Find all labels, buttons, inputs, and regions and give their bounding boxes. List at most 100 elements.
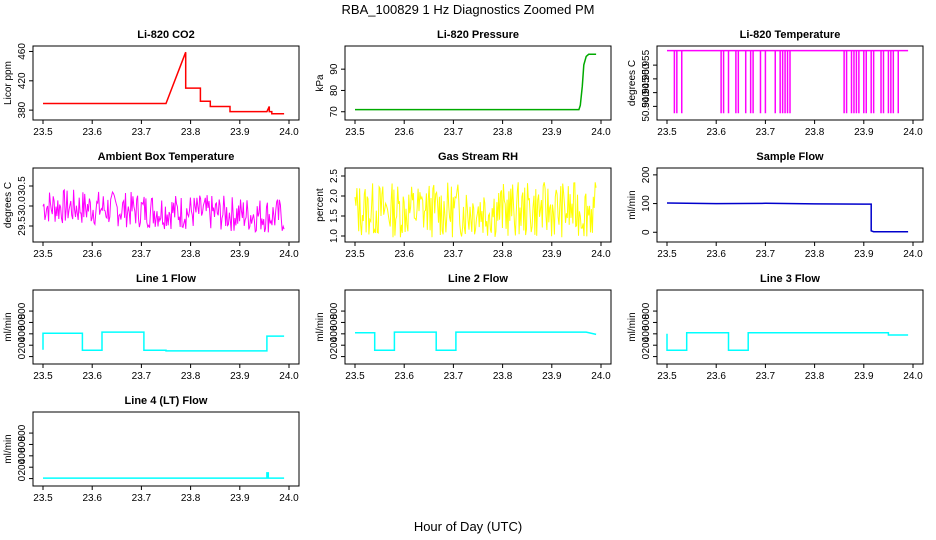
x-tick-label: 24.0	[591, 371, 611, 382]
series-line	[666, 202, 909, 233]
x-tick-label: 23.8	[805, 127, 825, 138]
y-tick-label: 600	[17, 436, 28, 453]
y-axis-label: ml/min	[627, 312, 638, 341]
y-tick-label: 380	[17, 101, 28, 118]
y-tick-label: 0	[641, 229, 652, 235]
y-tick-label: 50.950	[641, 63, 652, 94]
y-tick-label: 400	[17, 447, 28, 464]
y-tick-label: 2.5	[329, 169, 340, 183]
plot-frame	[32, 45, 300, 121]
x-tick-label: 23.5	[657, 249, 677, 260]
x-tick-label: 23.5	[33, 493, 53, 504]
y-tick-label: 50.940	[641, 91, 652, 122]
panel-line1: Line 1 Flow ml/min 23.5 23.6 23.7 23.8 23.9 24.…	[3, 273, 300, 382]
x-tick-label: 23.8	[493, 249, 513, 260]
y-tick-label: 1.0	[329, 229, 340, 243]
figure-xlabel: Hour of Day (UTC)	[414, 519, 522, 534]
x-tick-label: 23.8	[181, 493, 201, 504]
x-tick-label: 23.7	[132, 371, 152, 382]
y-tick-label: 600	[17, 314, 28, 331]
plot-frame	[32, 289, 300, 365]
x-tick-label: 23.6	[82, 249, 102, 260]
x-tick-label: 23.7	[132, 249, 152, 260]
y-tick-label: 600	[329, 314, 340, 331]
plot-frame	[344, 45, 612, 121]
y-tick-label: 1.5	[329, 209, 340, 223]
y-tick-label: 420	[17, 72, 28, 89]
y-tick-label: 400	[641, 325, 652, 342]
x-tick-label: 24.0	[279, 493, 299, 504]
x-tick-label: 23.8	[805, 249, 825, 260]
y-tick-label: 200	[641, 336, 652, 353]
panel-line4: Line 4 (LT) Flow ml/min 23.5 23.6 23.7 23.8 23…	[3, 395, 300, 504]
y-tick-label: 400	[17, 325, 28, 342]
y-tick-label: 50.955	[641, 49, 652, 80]
y-tick-label: 600	[641, 314, 652, 331]
x-tick-label: 23.6	[706, 249, 726, 260]
y-axis-label: degrees C	[627, 60, 638, 106]
series-line	[355, 53, 597, 111]
x-tick-label: 23.9	[542, 127, 562, 138]
y-axis-label: percent	[315, 188, 326, 222]
y-tick-label: 70	[329, 106, 340, 118]
panel-licor_temp: Li-820 Temperature degrees C 23.5 23.6 23.7 2…	[627, 29, 924, 138]
y-tick-label: 460	[17, 43, 28, 60]
y-tick-label: 50.945	[641, 77, 652, 108]
x-tick-label: 23.5	[33, 371, 53, 382]
x-tick-label: 23.8	[805, 371, 825, 382]
panel-title: Gas Stream RH	[438, 151, 518, 163]
x-tick-label: 23.6	[82, 127, 102, 138]
x-tick-label: 23.9	[854, 249, 874, 260]
y-tick-label: 90	[329, 63, 340, 75]
x-tick-label: 23.6	[706, 127, 726, 138]
x-tick-label: 24.0	[903, 249, 923, 260]
panel-pressure: Li-820 Pressure kPa 23.5 23.6 23.7 23.8 23.9 24…	[315, 29, 612, 138]
plot-frame	[32, 167, 300, 243]
panel-title: Li-820 Pressure	[437, 29, 519, 41]
x-tick-label: 24.0	[591, 127, 611, 138]
x-tick-label: 23.9	[854, 127, 874, 138]
y-tick-label: 200	[329, 336, 340, 353]
y-axis-label: kPa	[315, 74, 326, 92]
y-axis-label: ml/min	[315, 312, 326, 341]
plot-frame	[32, 411, 300, 487]
x-tick-label: 23.5	[345, 371, 365, 382]
series-line	[355, 331, 597, 352]
series-line	[666, 331, 909, 352]
y-tick-label: 800	[17, 302, 28, 319]
y-axis-label: ml/min	[3, 434, 14, 463]
x-tick-label: 23.9	[230, 371, 250, 382]
plot-frame	[656, 45, 924, 121]
x-tick-label: 23.5	[657, 127, 677, 138]
x-tick-label: 23.9	[542, 249, 562, 260]
y-tick-label: 2.0	[329, 189, 340, 203]
x-tick-label: 23.9	[542, 371, 562, 382]
y-tick-label: 800	[329, 302, 340, 319]
panel-rh: Gas Stream RH percent 23.5 23.6 23.7 23.8 23.9…	[315, 151, 612, 260]
panel-co2: Li-820 CO2 Licor ppm 23.5 23.6 23.7 23.8 23.9 2…	[3, 29, 300, 138]
y-axis-label: Licor ppm	[3, 61, 14, 105]
y-axis-label: ml/min	[3, 312, 14, 341]
x-tick-label: 23.6	[82, 493, 102, 504]
x-tick-label: 23.5	[345, 127, 365, 138]
plot-frame	[656, 289, 924, 365]
panel-title: Line 2 Flow	[448, 273, 508, 285]
x-tick-label: 24.0	[279, 249, 299, 260]
panel-title: Line 3 Flow	[760, 273, 820, 285]
x-tick-label: 23.8	[181, 249, 201, 260]
x-tick-label: 23.9	[230, 249, 250, 260]
x-tick-label: 23.7	[444, 371, 464, 382]
panel-title: Line 1 Flow	[136, 273, 196, 285]
panel-title: Sample Flow	[756, 151, 824, 163]
x-tick-label: 23.7	[132, 127, 152, 138]
x-tick-label: 23.7	[444, 249, 464, 260]
x-tick-label: 23.5	[33, 249, 53, 260]
x-tick-label: 23.7	[756, 249, 776, 260]
y-tick-label: 200	[17, 336, 28, 353]
x-tick-label: 24.0	[279, 371, 299, 382]
x-tick-label: 23.5	[33, 127, 53, 138]
x-tick-label: 23.9	[854, 371, 874, 382]
y-tick-label: 800	[641, 302, 652, 319]
plot-frame	[656, 167, 924, 243]
x-tick-label: 24.0	[279, 127, 299, 138]
